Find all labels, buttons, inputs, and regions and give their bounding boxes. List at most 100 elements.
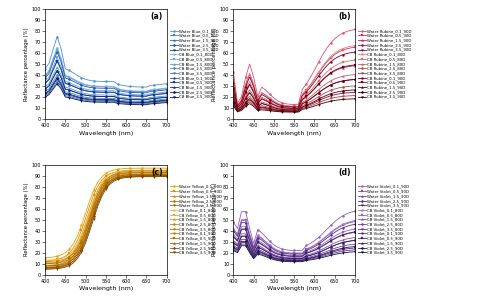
CB Blue_0.1_80D (82, 83, 88, 86)
CB Yellow_2.5_90D (160, 174, 166, 178)
Water Yellow_0.5_90D (82, 217, 88, 220)
Water Blue_0.1_90D (123, 84, 129, 88)
CB Blue_0.1_80D (148, 88, 154, 91)
CB Rubine_0.1_80D (320, 64, 326, 68)
CB Rubine_3.5_90D (344, 97, 350, 101)
Water Rubine_0.1_90D (304, 82, 310, 86)
Water Violet_0.1_90D (283, 248, 289, 252)
Water Blue_1.5_90D (131, 94, 137, 98)
CB Yellow_1.5_90D (160, 172, 166, 176)
Water Violet_2.5_90D (300, 257, 306, 260)
CB Blue_2.5_80D (156, 98, 162, 102)
Water Rubine_0.5_90D (283, 104, 289, 108)
Water Violet_1.5_90D (279, 253, 285, 257)
CB Violet_3.5_80D (332, 251, 338, 255)
Water Rubine_0.5_90D (291, 105, 297, 108)
Water Violet_0.5_90D (271, 247, 277, 250)
Water Violet_0.5_90D (344, 222, 350, 225)
CB Rubine_0.1_90D (291, 105, 297, 109)
Water Blue_2.5_90D (46, 84, 52, 88)
CB Yellow_2.5_80D (66, 260, 72, 264)
CB Blue_0.1_90D (123, 90, 129, 94)
CB Violet_1.5_90D (234, 244, 240, 248)
CB Rubine_1.5_80D (296, 108, 302, 111)
CB Blue_1.5_90D (111, 95, 117, 98)
CB Violet_0.1_90D (324, 236, 330, 240)
CB Yellow_0.5_80D (94, 192, 100, 195)
CB Yellow_3.5_90D (107, 182, 113, 186)
CB Yellow_1.5_80D (42, 264, 48, 267)
CB Rubine_2.5_90D (336, 90, 342, 93)
CB Blue_3.5_90D (123, 102, 129, 106)
Water Violet_3.5_90D (279, 258, 285, 262)
CB Yellow_2.5_90D (107, 181, 113, 185)
CB Yellow_2.5_90D (103, 185, 109, 189)
CB Violet_1.5_90D (250, 253, 256, 256)
Water Yellow_3.5_90D (103, 182, 109, 186)
CB Rubine_3.5_80D (287, 110, 293, 113)
CB Rubine_0.5_80D (320, 74, 326, 78)
Water Yellow_1.5_90D (42, 262, 48, 266)
CB Violet_0.1_80D (340, 223, 346, 226)
CB Rubine_0.5_80D (275, 104, 281, 108)
Water Blue_1.5_90D (160, 92, 166, 96)
Water Rubine_3.5_90D (254, 107, 260, 111)
Line: CB Rubine_1.5_80D: CB Rubine_1.5_80D (232, 74, 356, 110)
Line: CB Violet_2.5_80D: CB Violet_2.5_80D (232, 238, 356, 261)
Water Blue_2.5_90D (107, 95, 113, 98)
CB Violet_2.5_90D (279, 258, 285, 261)
CB Yellow_0.1_80D (123, 169, 129, 172)
Water Blue_1.5_90D (54, 59, 60, 63)
Line: CB Rubine_1.5_90D: CB Rubine_1.5_90D (232, 78, 356, 111)
CB Blue_3.5_90D (62, 95, 68, 99)
Water Blue_1.5_90D (82, 89, 88, 93)
CB Blue_0.1_80D (144, 89, 150, 93)
CB Violet_0.5_90D (312, 248, 318, 252)
Water Blue_0.5_90D (148, 88, 154, 92)
Water Violet_0.1_90D (304, 244, 310, 247)
CB Rubine_1.5_80D (344, 74, 350, 77)
CB Violet_0.1_80D (324, 234, 330, 238)
CB Violet_3.5_80D (234, 250, 240, 253)
CB Violet_0.1_90D (304, 249, 310, 252)
CB Rubine_2.5_80D (263, 105, 269, 108)
CB Blue_1.5_80D (156, 95, 162, 99)
Water Blue_1.5_90D (135, 94, 141, 98)
CB Blue_1.5_90D (115, 96, 121, 100)
Water Rubine_2.5_90D (271, 106, 277, 109)
CB Violet_1.5_80D (340, 238, 346, 242)
CB Rubine_3.5_80D (234, 109, 240, 113)
CB Blue_1.5_90D (46, 84, 52, 88)
CB Rubine_0.5_80D (332, 64, 338, 68)
Water Violet_2.5_90D (259, 247, 265, 251)
CB Violet_0.1_80D (271, 246, 277, 250)
Water Blue_0.1_90D (164, 82, 170, 85)
CB Rubine_1.5_80D (304, 98, 310, 102)
CB Blue_0.1_90D (66, 77, 72, 81)
CB Yellow_0.1_90D (164, 169, 170, 173)
Water Blue_1.5_90D (115, 92, 121, 96)
Water Violet_2.5_90D (250, 253, 256, 256)
Water Blue_0.5_90D (164, 87, 170, 90)
Line: CB Violet_0.5_80D: CB Violet_0.5_80D (232, 226, 356, 257)
CB Rubine_0.5_90D (291, 106, 297, 110)
Water Yellow_1.5_90D (164, 171, 170, 174)
CB Yellow_0.1_90D (90, 203, 96, 207)
CB Blue_2.5_80D (160, 98, 166, 101)
CB Blue_2.5_90D (42, 92, 48, 95)
CB Yellow_0.5_80D (160, 170, 166, 174)
CB Violet_0.1_90D (242, 221, 248, 224)
Water Violet_0.5_90D (308, 246, 314, 249)
CB Violet_1.5_90D (316, 251, 322, 254)
Water Rubine_3.5_90D (238, 107, 244, 111)
Line: Water Rubine_0.5_90D: Water Rubine_0.5_90D (232, 46, 356, 108)
X-axis label: Wavelength (nm): Wavelength (nm) (78, 131, 133, 136)
CB Blue_3.5_90D (103, 100, 109, 104)
Water Blue_3.5_90D (111, 99, 117, 102)
CB Yellow_3.5_90D (152, 175, 158, 178)
Water Violet_3.5_90D (296, 259, 302, 263)
CB Rubine_2.5_90D (267, 107, 273, 110)
CB Rubine_0.5_90D (271, 103, 277, 107)
CB Violet_0.1_90D (259, 238, 265, 242)
CB Yellow_0.1_90D (111, 172, 117, 176)
